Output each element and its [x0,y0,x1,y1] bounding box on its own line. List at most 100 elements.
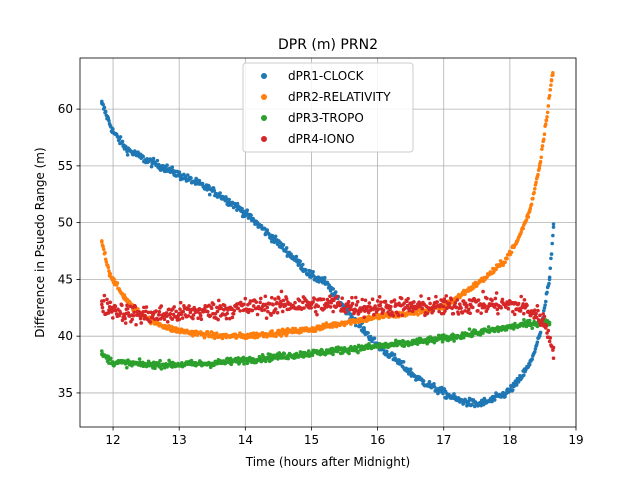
data-point [521,226,525,231]
data-point [535,340,540,344]
data-point [200,181,205,186]
data-point [105,297,109,302]
data-point [521,373,526,378]
data-point [316,304,321,309]
data-point [360,297,365,302]
data-point [250,308,255,313]
data-point [392,298,397,302]
data-point [459,306,463,310]
data-point [191,313,196,317]
data-point [503,394,507,399]
data-point [526,215,531,219]
data-point [381,308,386,313]
data-point [172,305,176,309]
data-point [207,184,211,189]
data-point [432,381,436,386]
data-point [328,289,333,293]
data-point [149,164,154,169]
data-point [115,281,120,285]
data-point [536,172,540,177]
data-point [297,298,302,303]
data-point [102,105,107,110]
x-axis-ticks: 12 13 14 15 16 17 18 19 [105,427,584,447]
data-point [131,313,136,318]
y-axis-label: Difference in Psuedo Range (m) [33,147,47,337]
data-point [342,306,347,311]
data-point [216,298,221,303]
data-point [530,326,535,330]
data-point [547,281,551,286]
data-point [331,352,335,357]
data-point [185,173,190,177]
data-point [138,316,143,321]
data-point [122,293,127,297]
data-point [363,298,368,303]
data-point [530,357,534,362]
data-point [300,262,305,267]
data-point [289,252,293,257]
data-point [460,331,465,335]
data-point [113,304,118,309]
data-point [123,321,128,325]
data-point [440,304,445,308]
data-point [410,309,415,314]
data-point [143,313,147,318]
data-point [284,246,289,250]
legend-marker [261,94,267,100]
data-point [106,354,111,359]
data-point [235,201,240,206]
data-point [529,202,534,207]
data-point [452,392,456,396]
data-point [222,303,227,308]
data-point [317,276,322,280]
data-point [216,317,220,322]
data-point [396,313,401,318]
data-point [435,300,439,304]
data-point [258,296,263,301]
data-point [139,321,144,325]
data-point [236,306,240,311]
data-point [481,402,486,407]
data-point [265,228,270,232]
data-point [279,334,284,338]
data-point [125,306,130,311]
data-point [476,298,481,302]
data-point [158,358,162,363]
data-point [298,259,303,264]
data-point [262,308,267,312]
legend-label: dPR3-TROPO [288,111,364,125]
series-2 [100,318,552,371]
data-point [178,300,183,305]
data-point [165,163,169,167]
data-point [353,295,358,300]
data-point [306,272,311,276]
data-point [254,300,259,304]
data-point [315,312,319,317]
data-point [509,250,514,255]
data-point [551,348,555,352]
data-point [549,78,554,82]
data-point [125,153,130,157]
data-point [425,311,430,315]
x-tick-label: 12 [105,433,120,447]
data-point [492,305,497,309]
data-point [540,320,544,325]
data-point [274,334,278,339]
data-point [263,294,268,299]
data-point [402,301,407,305]
data-point [433,305,438,310]
y-tick-label: 45 [58,272,73,286]
data-point [311,300,315,304]
data-point [280,309,285,314]
data-point [180,316,185,320]
data-point [504,327,509,332]
data-point [346,299,351,304]
data-point [421,379,426,383]
data-point [297,262,302,267]
data-point [548,266,553,271]
data-point [275,300,279,305]
data-point [522,318,526,322]
data-point [154,309,158,313]
data-point [456,312,461,316]
data-point [492,398,497,402]
